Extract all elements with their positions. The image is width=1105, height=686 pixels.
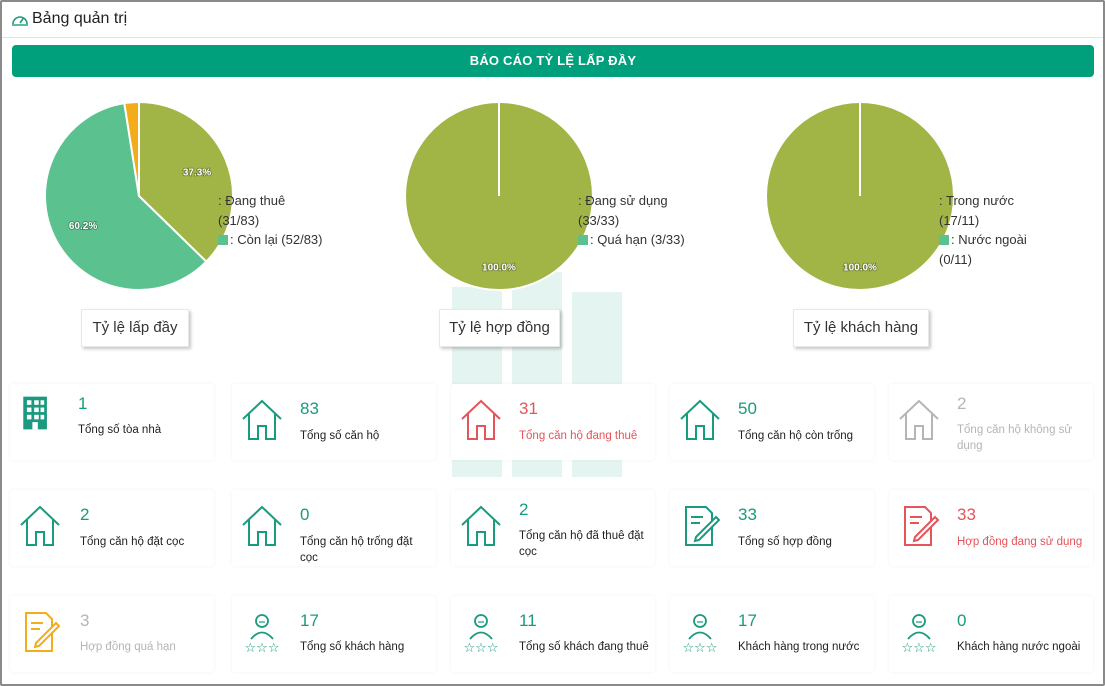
customer-icon: ☆☆☆ bbox=[683, 614, 718, 655]
stat-label: Khách hàng trong nước bbox=[738, 641, 860, 653]
stat-card-active-contracts[interactable]: 33 Hợp đồng đang sử dụng bbox=[889, 490, 1093, 566]
svg-text:☆☆☆: ☆☆☆ bbox=[683, 641, 718, 655]
contract-icon bbox=[25, 612, 61, 652]
occupancy-pie-chart: 37.3% 60.2% bbox=[44, 101, 234, 291]
stat-label: Khách hàng nước ngoài bbox=[957, 641, 1081, 653]
stat-card-foreign-customers[interactable]: ☆☆☆ 0 Khách hàng nước ngoài bbox=[889, 596, 1093, 672]
stat-label: Tổng số khách đang thuê bbox=[519, 641, 649, 653]
legend-item: : Nước ngoài bbox=[939, 230, 1027, 250]
legend-item: (17/11) bbox=[939, 212, 980, 228]
stat-card-apartments[interactable]: 83 Tổng số căn hộ bbox=[232, 384, 436, 460]
building-icon bbox=[23, 396, 47, 430]
legend-item: : Trong nước bbox=[939, 193, 1015, 208]
legend-item: : Đang sử dụng bbox=[578, 193, 668, 208]
stat-label: Tổng số khách hàng bbox=[300, 641, 405, 653]
customer-icon: ☆☆☆ bbox=[464, 614, 499, 655]
pie-slice-label: 100.0% bbox=[843, 263, 877, 274]
legend-swatch bbox=[218, 235, 228, 245]
stat-label: Hợp đồng đang sử dụng bbox=[957, 536, 1083, 548]
house-icon bbox=[680, 399, 720, 440]
customer-legend: : Trong nước (17/11) : Nước ngoài (0/11) bbox=[939, 191, 1027, 269]
stat-card-vacant-deposit[interactable]: 0 Tổng căn hộ trống đặt cọc bbox=[232, 490, 436, 566]
pie-slice bbox=[44, 102, 208, 291]
contract-icon bbox=[904, 506, 940, 546]
customer-icon: ☆☆☆ bbox=[902, 614, 937, 655]
contract-legend: : Đang sử dụng (33/33) : Quá hạn (3/33) bbox=[578, 191, 685, 250]
page-title: Bảng quản trị bbox=[32, 10, 128, 27]
report-banner: BÁO CÁO TỶ LỆ LẤP ĐẦY bbox=[12, 45, 1094, 77]
pie-slice-label: 100.0% bbox=[482, 263, 516, 274]
house-icon bbox=[20, 505, 60, 546]
stat-label: Tổng số hợp đồng bbox=[738, 536, 832, 548]
stat-card-deposit[interactable]: 2 Tổng căn hộ đặt cọc bbox=[10, 490, 214, 566]
legend-item: : Còn lại (52/83) bbox=[218, 230, 323, 250]
svg-text:☆☆☆: ☆☆☆ bbox=[245, 641, 280, 655]
stat-card-domestic-customers[interactable]: ☆☆☆ 17 Khách hàng trong nước bbox=[670, 596, 874, 672]
stat-value: 2 bbox=[519, 500, 529, 519]
stat-label: Tổng căn hộ đặt cọc bbox=[80, 536, 185, 548]
stat-value: 0 bbox=[957, 611, 967, 630]
stat-value: 33 bbox=[738, 505, 757, 524]
page-header: Bảng quản trị bbox=[2, 2, 1103, 38]
stat-label: Hợp đồng quá hạn bbox=[80, 641, 176, 653]
house-icon bbox=[242, 399, 282, 440]
legend-item: (33/33) bbox=[578, 212, 620, 228]
stat-card-buildings[interactable]: 1 Tổng số tòa nhà bbox=[10, 384, 214, 460]
stat-value: 3 bbox=[80, 611, 90, 630]
house-icon bbox=[899, 399, 939, 440]
stat-card-renting-customers[interactable]: ☆☆☆ 11 Tổng số khách đang thuê bbox=[451, 596, 655, 672]
legend-item: (0/11) bbox=[939, 251, 972, 267]
contract-pie-chart: 100.0% bbox=[404, 101, 594, 291]
stat-value: 0 bbox=[300, 505, 310, 524]
house-icon bbox=[461, 505, 501, 546]
occupancy-legend: : Đang thuê (31/83) : Còn lại (52/83) bbox=[218, 191, 323, 250]
legend-swatch bbox=[939, 235, 949, 245]
stat-label: Tổng căn hộ đã thuê đặt cọc bbox=[519, 530, 644, 558]
stat-label: Tổng số căn hộ bbox=[300, 430, 380, 442]
stat-label: Tổng căn hộ trống đặt cọc bbox=[300, 536, 413, 564]
stat-card-customers[interactable]: ☆☆☆ 17 Tổng số khách hàng bbox=[232, 596, 436, 672]
stat-label: Tổng số tòa nhà bbox=[78, 424, 162, 436]
stat-value: 17 bbox=[300, 611, 319, 630]
stat-value: 33 bbox=[957, 505, 976, 524]
stat-value: 2 bbox=[80, 505, 90, 524]
stat-label: Tổng căn hộ còn trống bbox=[738, 430, 854, 442]
contract-rate-button[interactable]: Tỷ lệ hợp đồng bbox=[439, 309, 560, 347]
stat-card-rented-deposit[interactable]: 2 Tổng căn hộ đã thuê đặt cọc bbox=[451, 490, 655, 566]
stat-value: 2 bbox=[957, 394, 967, 413]
legend-item: : Đang thuê bbox=[218, 193, 286, 208]
svg-text:☆☆☆: ☆☆☆ bbox=[902, 641, 937, 655]
occupancy-rate-button[interactable]: Tỷ lệ lấp đầy bbox=[81, 309, 189, 347]
stat-value: 83 bbox=[300, 399, 319, 418]
stat-card-contracts[interactable]: 33 Tổng số hợp đồng bbox=[670, 490, 874, 566]
contract-icon bbox=[685, 506, 721, 546]
stat-label: Tổng căn hộ không sử dụng bbox=[957, 424, 1073, 452]
legend-item: (31/83) bbox=[218, 212, 260, 228]
legend-item: : Quá hạn (3/33) bbox=[578, 230, 685, 250]
customer-rate-button[interactable]: Tỷ lệ khách hàng bbox=[793, 309, 929, 347]
stat-card-expired-contracts[interactable]: 3 Hợp đồng quá hạn bbox=[10, 596, 214, 672]
pie-slice-label: 37.3% bbox=[183, 168, 211, 179]
house-icon bbox=[461, 399, 501, 440]
stat-value: 50 bbox=[738, 399, 757, 418]
house-icon bbox=[242, 505, 282, 546]
customer-pie-chart: 100.0% bbox=[765, 101, 955, 291]
stat-value: 17 bbox=[738, 611, 757, 630]
stat-card-unused[interactable]: 2 Tổng căn hộ không sử dụng bbox=[889, 384, 1093, 460]
pie-slice bbox=[123, 101, 140, 197]
customer-icon: ☆☆☆ bbox=[245, 614, 280, 655]
stat-card-rented[interactable]: 31 Tổng căn hộ đang thuê bbox=[451, 384, 655, 460]
stat-label: Tổng căn hộ đang thuê bbox=[519, 430, 638, 442]
legend-swatch bbox=[578, 235, 588, 245]
pie-slice-label: 60.2% bbox=[69, 221, 97, 232]
stat-card-vacant[interactable]: 50 Tổng căn hộ còn trống bbox=[670, 384, 874, 460]
svg-text:☆☆☆: ☆☆☆ bbox=[464, 641, 499, 655]
dashboard-icon bbox=[12, 16, 28, 26]
stat-value: 1 bbox=[78, 394, 88, 413]
stat-value: 11 bbox=[519, 611, 537, 630]
stat-value: 31 bbox=[519, 399, 538, 418]
